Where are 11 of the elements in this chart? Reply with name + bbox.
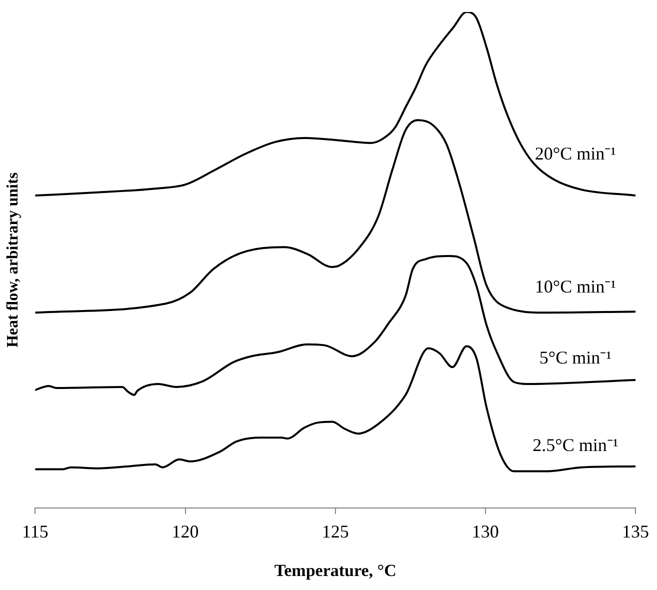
x-tick-label: 115 — [22, 522, 48, 542]
x-axis-title: Temperature, °C — [274, 561, 396, 580]
series-label: 20°C min⁻¹ — [534, 143, 616, 164]
x-tick-label: 135 — [622, 522, 649, 542]
y-axis-title: Heat flow, arbitrary units — [4, 172, 22, 348]
series-label: 5°C min⁻¹ — [539, 348, 612, 368]
x-tick-label: 125 — [322, 522, 349, 542]
x-tick-label: 120 — [172, 522, 199, 542]
series-label: 2.5°C min⁻¹ — [532, 435, 618, 456]
series-label: 10°C min⁻¹ — [534, 276, 616, 296]
x-tick-label: 130 — [472, 522, 499, 542]
